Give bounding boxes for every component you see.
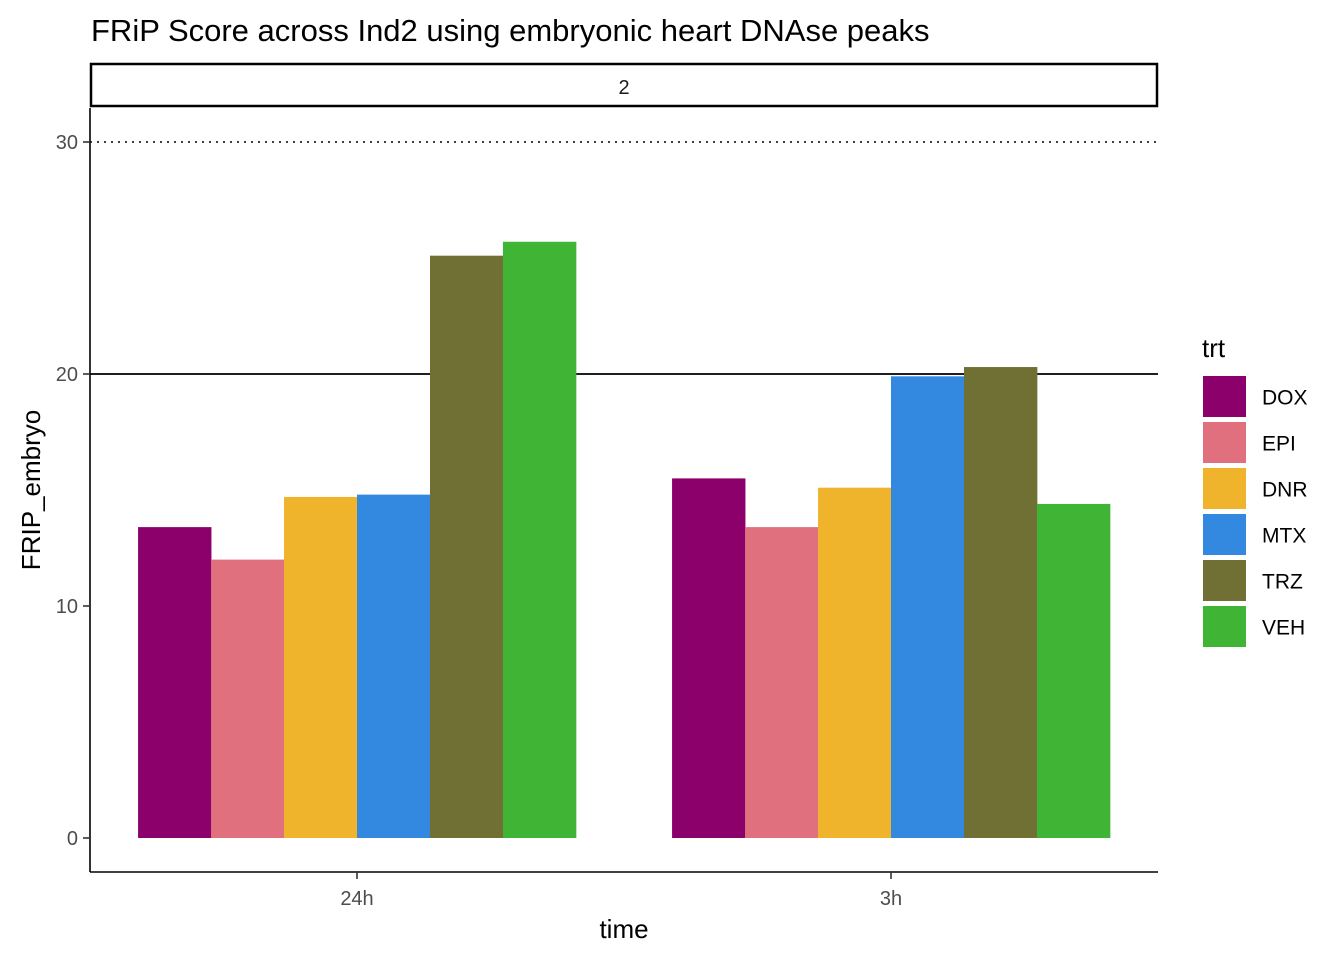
- legend-title: trt: [1202, 333, 1226, 363]
- legend-key-mtx: [1203, 514, 1246, 555]
- legend-key-trz: [1203, 560, 1246, 601]
- x-tick-label: 24h: [340, 888, 373, 910]
- bar-trz-24h: [429, 255, 504, 838]
- y-tick-label: 20: [56, 364, 78, 386]
- bar-epi-24h: [211, 559, 285, 838]
- legend: trt DOX EPI DNR MTX TRZ VEH: [1202, 333, 1308, 647]
- bar-trz-3h: [963, 367, 1038, 838]
- facet-strip: [89, 62, 1159, 108]
- bar-epi-3h: [745, 527, 819, 838]
- bars: [138, 241, 1111, 838]
- x-axis-title: time: [599, 914, 648, 944]
- legend-label-trz: TRZ: [1262, 571, 1303, 594]
- reference-lines: [90, 141, 1158, 375]
- bar-dox-3h: [672, 478, 746, 838]
- legend-key-dnr: [1203, 468, 1246, 509]
- bar-dnr-3h: [818, 487, 892, 838]
- x-tick-label: 3h: [880, 888, 902, 910]
- chart-title: FRiP Score across Ind2 using embryonic h…: [91, 13, 930, 48]
- y-tick-label: 10: [56, 596, 78, 618]
- legend-key-veh: [1203, 606, 1246, 647]
- x-axis-ticks: 24h 3h: [340, 872, 902, 910]
- legend-label-epi: EPI: [1262, 433, 1296, 456]
- bar-veh-3h: [1036, 503, 1111, 838]
- y-tick-label: 0: [67, 828, 78, 850]
- bar-dox-24h: [138, 527, 212, 838]
- legend-label-veh: VEH: [1262, 617, 1305, 640]
- legend-label-dnr: DNR: [1262, 479, 1308, 502]
- bar-veh-24h: [502, 241, 577, 838]
- y-axis-ticks: 0 10 20 30: [56, 132, 90, 850]
- legend-label-dox: DOX: [1262, 387, 1308, 410]
- facet-strip-label: 2: [618, 77, 629, 99]
- bar-mtx-24h: [357, 494, 431, 838]
- legend-key-epi: [1203, 422, 1246, 463]
- y-axis-title: FRIP_embryo: [16, 410, 46, 570]
- y-tick-label: 30: [56, 132, 78, 154]
- bar-mtx-3h: [891, 376, 965, 838]
- bar-dnr-24h: [284, 496, 358, 838]
- legend-key-dox: [1203, 376, 1246, 417]
- legend-label-mtx: MTX: [1262, 525, 1306, 548]
